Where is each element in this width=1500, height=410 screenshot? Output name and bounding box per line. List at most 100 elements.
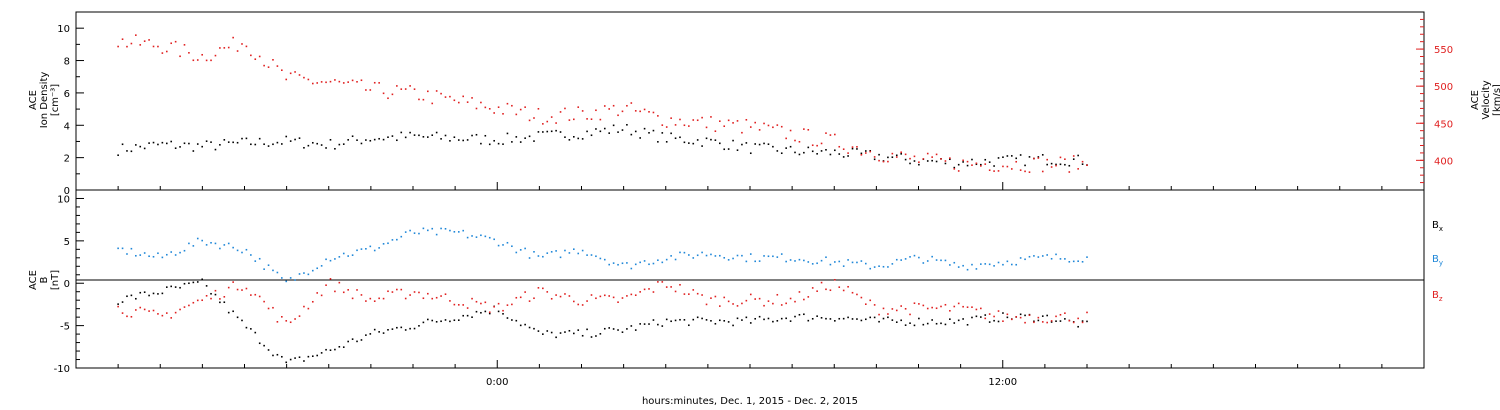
velocity-point (334, 79, 336, 81)
velocity-point (1015, 160, 1018, 163)
bx-point (980, 316, 982, 318)
density-point (356, 139, 358, 141)
density-point (400, 131, 403, 134)
by-point (183, 249, 186, 252)
density-point (639, 137, 641, 139)
bx-point (342, 346, 345, 348)
bz-point (679, 283, 681, 286)
bz-point (820, 281, 823, 284)
by-point (471, 235, 473, 237)
by-point (453, 231, 456, 233)
by-point (289, 277, 292, 279)
density-point (165, 142, 168, 145)
bz-point (838, 286, 841, 288)
bz-point (373, 300, 376, 302)
velocity-point (210, 59, 212, 62)
by-point (174, 254, 177, 256)
bx-point (772, 320, 774, 323)
density-point (701, 145, 703, 147)
bz-point (298, 315, 301, 317)
velocity-point (1072, 155, 1075, 157)
by-point (1050, 257, 1053, 260)
bz-point (904, 307, 907, 310)
bx-point (807, 319, 810, 322)
velocity-point (1081, 160, 1084, 163)
density-point (537, 131, 540, 133)
density-point (665, 141, 668, 143)
bx-point (595, 335, 597, 337)
bx-point (528, 326, 531, 329)
density-point (829, 153, 832, 156)
velocity-point (418, 98, 420, 101)
density-point (276, 141, 279, 144)
bz-point (519, 296, 522, 299)
density-point (838, 153, 841, 155)
bx-point (1081, 320, 1084, 322)
by-point (338, 256, 341, 258)
by-point (794, 260, 796, 262)
velocity-point (440, 92, 442, 95)
by-point (895, 258, 898, 261)
by-point (971, 263, 973, 266)
velocity-point (670, 117, 672, 119)
by-point (320, 265, 323, 267)
density-point (719, 142, 721, 145)
by-point (161, 256, 164, 259)
bx-point (471, 316, 473, 319)
by-point (590, 254, 593, 256)
by-point (688, 254, 690, 256)
bz-point (205, 294, 208, 297)
velocity-point (931, 156, 933, 158)
velocity-point (431, 102, 434, 105)
bz-point (754, 298, 756, 300)
bx-point (1002, 312, 1004, 314)
density-point (935, 160, 938, 163)
bz-point (1046, 321, 1048, 324)
bz-point (975, 308, 978, 311)
velocity-point (170, 42, 173, 45)
bz-point (758, 297, 761, 300)
velocity-point (984, 163, 987, 165)
density-point (741, 143, 743, 146)
velocity-point (515, 113, 518, 116)
velocity-point (794, 139, 796, 142)
bz-point (816, 290, 818, 292)
density-point (931, 159, 933, 162)
velocity-point (338, 80, 341, 83)
bz-point (909, 313, 911, 316)
density-point (789, 145, 792, 148)
velocity-point (980, 165, 982, 167)
bz-point (307, 307, 310, 310)
by-point (847, 259, 849, 261)
bx-point (922, 323, 925, 326)
bz-point (219, 298, 221, 300)
bx-point (935, 322, 938, 325)
bx-point (612, 328, 615, 330)
velocity-point (696, 119, 699, 122)
bx-point (630, 325, 633, 327)
by-point (745, 260, 748, 263)
velocity-point (1041, 170, 1044, 173)
velocity-point (1024, 170, 1026, 173)
bx-point (135, 297, 137, 300)
velocity-point (157, 45, 159, 48)
velocity-point (373, 81, 376, 84)
bz-point (776, 293, 779, 296)
bz-point (502, 309, 504, 312)
velocity-point (1077, 168, 1079, 170)
density-point (891, 156, 894, 159)
bz-point (542, 287, 544, 290)
density-point (484, 134, 487, 137)
velocity-point (683, 124, 686, 127)
by-point (188, 242, 190, 245)
bz-point (869, 299, 872, 302)
by-point (935, 259, 938, 261)
bz-point (1081, 321, 1084, 324)
density-point (325, 147, 327, 149)
bx-point (418, 325, 420, 327)
velocity-point (581, 110, 584, 112)
density-point (603, 127, 606, 130)
velocity-point (250, 54, 252, 57)
by-point (484, 235, 487, 238)
velocity-point (214, 54, 217, 57)
